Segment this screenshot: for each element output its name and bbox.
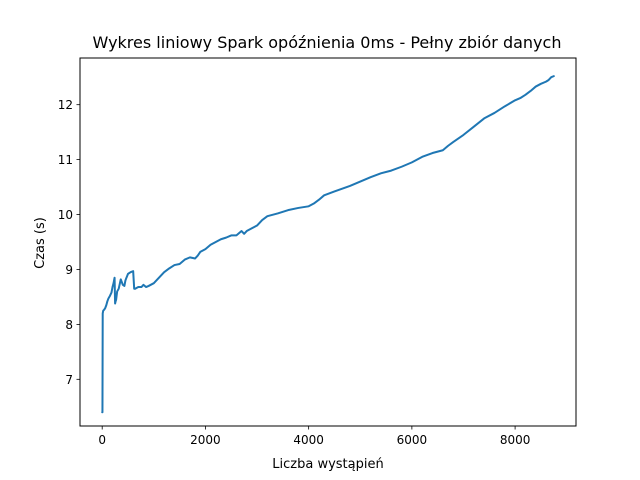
y-tick-label: 10 [58,208,73,222]
x-tick-label: 4000 [293,433,324,447]
y-tick-label: 9 [65,263,73,277]
y-tick-label: 8 [65,318,73,332]
series-line [101,75,555,414]
chart-title: Wykres liniowy Spark opóźnienia 0ms - Pe… [93,33,562,52]
plot-frame [79,57,577,427]
y-tick-label: 7 [65,373,73,387]
x-tick-label: 6000 [397,433,428,447]
y-axis-label: Czas (s) [33,217,48,269]
x-tick-label: 8000 [500,433,531,447]
x-axis-label: Liczba wystąpień [272,457,383,472]
y-tick-label: 12 [58,98,73,112]
x-axis-ticks: 0 2000 4000 6000 8000 [98,426,530,447]
plot-area [101,75,555,414]
y-tick-label: 11 [58,153,73,167]
x-tick-label: 0 [98,433,106,447]
y-axis-ticks: 7 8 9 10 11 12 [58,98,80,387]
x-tick-label: 2000 [190,433,221,447]
